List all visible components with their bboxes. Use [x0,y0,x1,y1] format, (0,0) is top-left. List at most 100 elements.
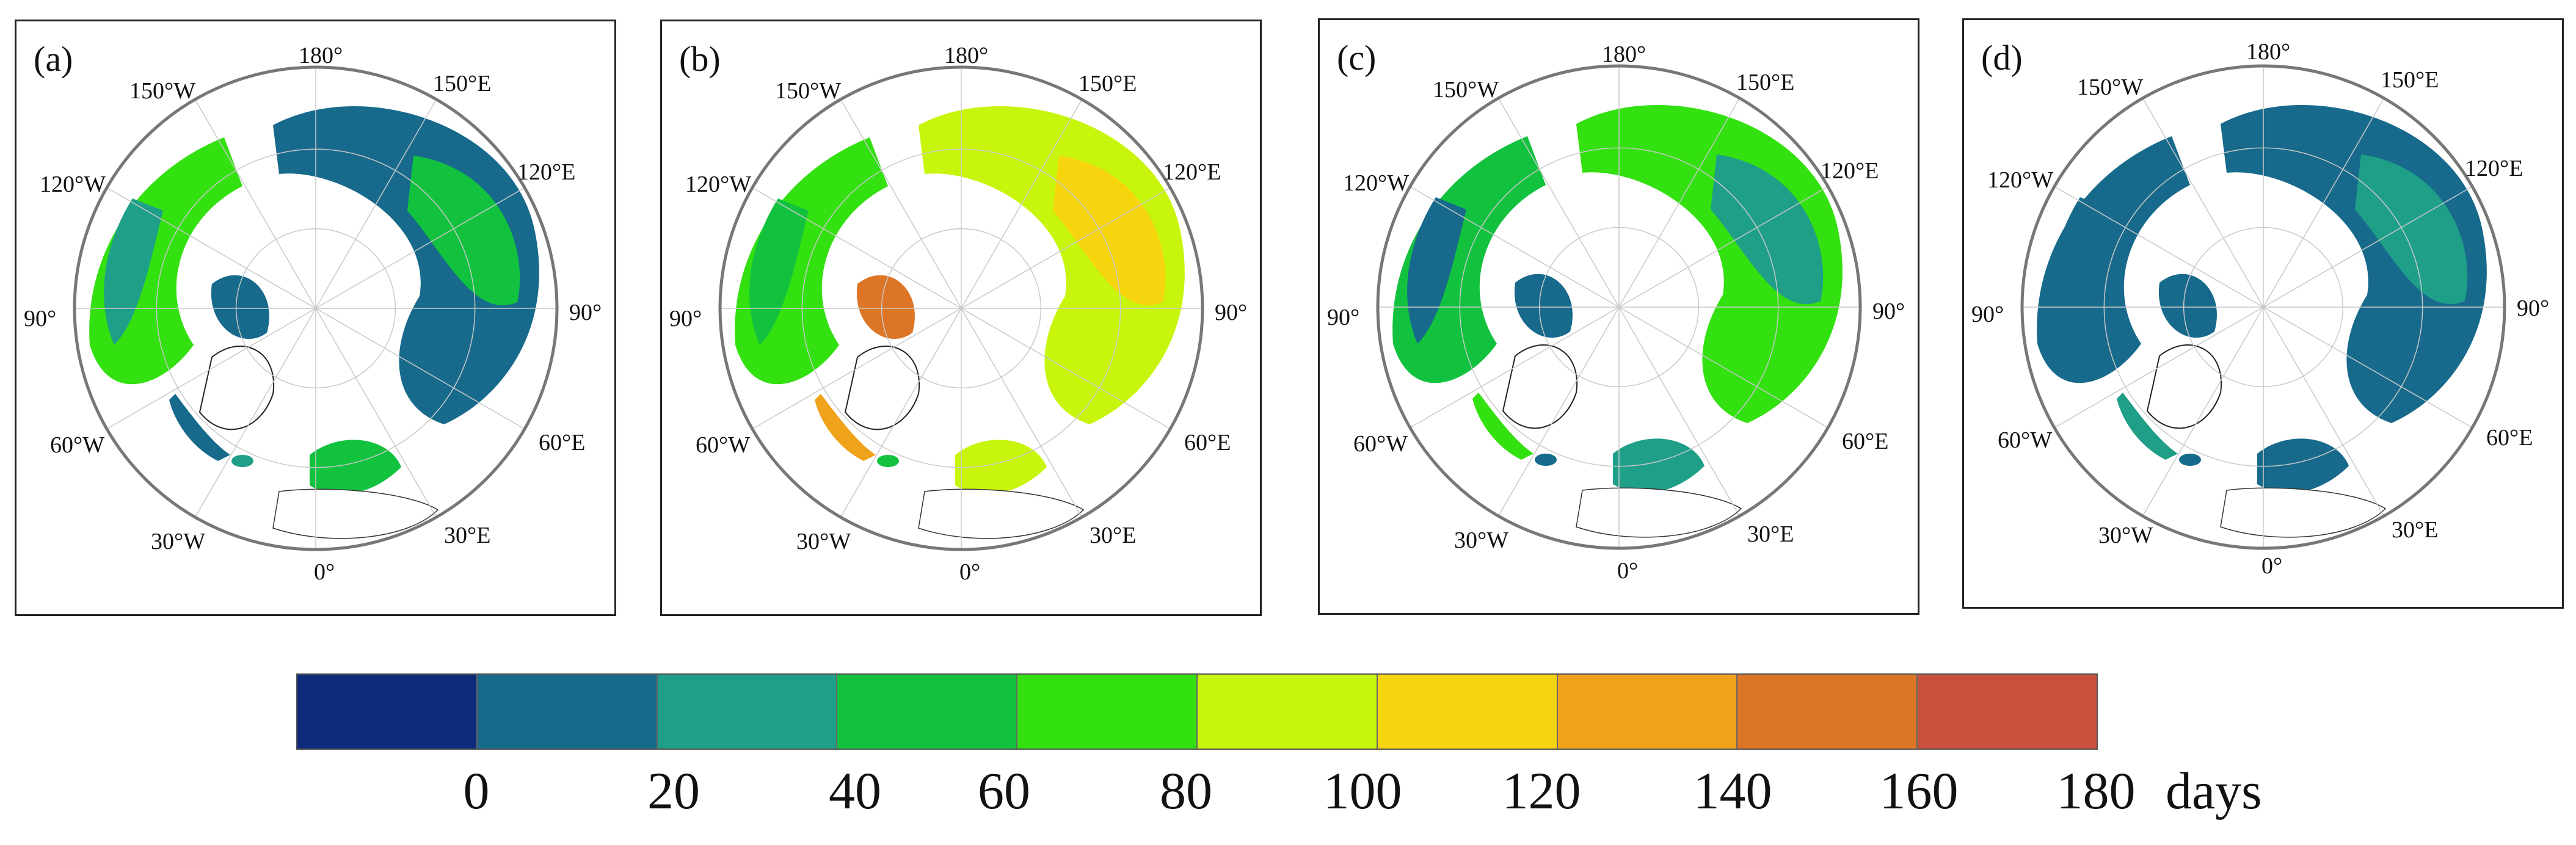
map-boundary [718,65,1204,551]
lon-label-30w: 30°W [2098,523,2153,548]
graticule [720,67,1202,549]
colorbar-tick: 80 [1160,761,1212,820]
coast-strip-region [1472,393,1534,460]
lon-label-60w: 60°W [1998,427,2053,453]
lon-label-30w: 30°W [796,529,851,554]
lon-label-60w: 60°W [696,432,751,458]
meridian-line [1618,186,1828,308]
meridian-line [106,308,316,430]
europe-outline [2220,487,2387,538]
parallel-circle [801,148,1121,468]
landmass-group [2037,104,2487,538]
parallel-circle [235,228,396,389]
greenland-shape [1502,344,1578,429]
parallel-circle [1538,227,1700,388]
lon-label-150w: 150°W [2077,74,2144,100]
meridian-line [1618,98,1741,308]
meridian-line [1497,98,1620,308]
meridian-line [106,187,316,309]
parallel-circle [881,228,1042,389]
map-panel-a: (a) 180° 150°E 120°E 90° 60°E 30°E 0° 30… [15,20,616,616]
graticule [2022,66,2505,548]
graticule [1378,66,1860,548]
meridian-line [2054,186,2264,308]
lon-label-30e: 30°E [2392,517,2439,543]
lon-label-150w: 150°W [775,78,842,104]
lon-label-90-east: 90° [1872,299,1905,324]
meridian-line [315,308,437,518]
lon-label-90-west: 90° [669,306,702,332]
lon-label-30w: 30°W [151,529,206,554]
polar-map [73,65,559,551]
siberia-region [1053,156,1166,306]
meridian-line [840,99,962,309]
iceland-shape [231,455,253,467]
meridian-line [961,308,1083,518]
meridian-line [1497,306,1620,517]
meridian-line [315,99,437,309]
colorbar-swatch [1557,675,1738,749]
map-boundary [73,65,559,551]
parallel-circle [2183,227,2344,388]
colorbar-bar [296,673,2098,750]
graticule [75,67,557,549]
colorbar-swatch [477,675,658,749]
parallel-circle [2103,147,2423,467]
lon-label-150e: 150°E [433,71,492,96]
lon-label-180: 180° [299,43,343,68]
meridian-line [961,99,1083,309]
map-boundary [2020,64,2506,550]
coast-strip-region [815,394,876,461]
lon-label-120w: 120°W [40,172,106,197]
colorbar-tick: 160 [1879,761,1959,820]
lon-label-180: 180° [1602,42,1646,67]
meridian-line [2263,306,2473,429]
parallel-circle [156,148,476,468]
polar-map [1376,64,1862,550]
meridian-line [315,187,525,309]
colorbar-swatch [1377,675,1558,749]
scandinavia-region [2257,438,2349,493]
meridian-line [2263,306,2385,517]
colorbar-tick: 100 [1323,761,1402,820]
meridian-line [2263,98,2385,308]
panel-label: (b) [679,39,721,79]
meridian-line [961,308,1171,430]
panel-label: (a) [34,39,73,79]
lon-label-120e: 120°E [2465,156,2523,181]
meridian-line [752,187,962,309]
scandinavia-region [955,440,1047,495]
lon-label-90-west: 90° [24,306,57,332]
colorbar-tick: 180 [2056,761,2136,820]
meridian-line [1618,306,1741,517]
meridian-line [2054,306,2264,429]
lon-label-120e: 120°E [1821,158,1879,184]
lon-label-0: 0° [959,559,981,585]
iceland-shape [877,455,899,467]
meridian-line [1410,306,1620,429]
archipelago-region [2158,274,2217,338]
landmass-group [735,106,1185,539]
meridian-line [2142,98,2264,308]
colorbar-swatch [837,675,1018,749]
panel-label: (c) [1337,38,1377,78]
lon-label-30e: 30°E [444,523,491,548]
lon-label-60w: 60°W [50,432,105,458]
lon-label-60w: 60°W [1353,431,1408,457]
lon-label-60e: 60°E [2486,425,2533,451]
archipelago-region [1514,274,1573,338]
lon-label-150w: 150°W [129,78,196,104]
meridian-line [961,187,1171,309]
meridian-line [2263,186,2473,308]
colorbar-tick: 60 [978,761,1030,820]
siberia-region [2355,154,2468,305]
colorbar-tick: 140 [1693,761,1772,820]
greenland-shape [844,346,920,430]
map-panel-c: (c) 180° 150°E 120°E 90° 60°E 30°E 0° 30… [1318,18,1919,615]
map-panel-b: (b) 180° 150°E 120°E 90° 60°E 30°E 0° 30… [660,20,1262,616]
panel-label: (d) [1981,38,2023,78]
europe-outline [272,488,439,539]
lon-label-0: 0° [314,559,335,585]
lon-label-150e: 150°E [2381,67,2439,93]
lon-label-120e: 120°E [517,159,576,185]
